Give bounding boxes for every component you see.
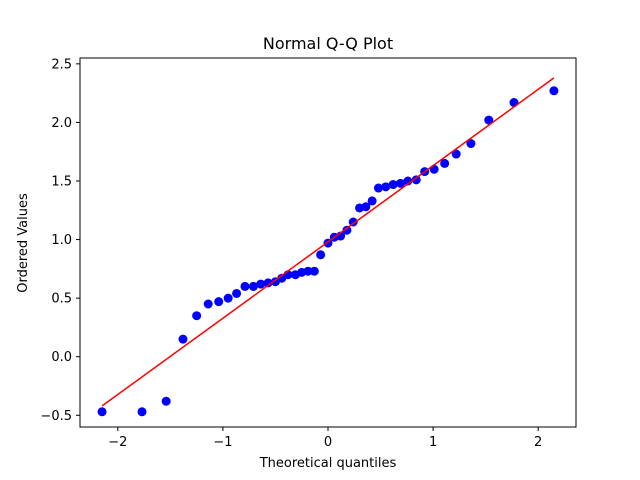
fit-line xyxy=(101,77,555,407)
data-point xyxy=(303,266,313,276)
y-axis-ticks: −0.5 0.0 0.5 1.0 1.5 2.0 2.5 xyxy=(40,57,80,424)
data-point xyxy=(466,139,476,149)
y-tick-label: 2.5 xyxy=(51,57,72,72)
data-point xyxy=(192,311,202,321)
data-point xyxy=(411,175,421,185)
y-tick-label: 1.0 xyxy=(51,233,72,248)
chart-title: Normal Q-Q Plot xyxy=(263,34,393,53)
data-point xyxy=(248,281,258,291)
data-point xyxy=(509,98,519,108)
y-tick-label: 1.5 xyxy=(51,175,72,190)
data-point xyxy=(396,178,406,188)
data-point xyxy=(178,334,188,344)
data-point xyxy=(440,158,450,168)
y-tick-label: 0.5 xyxy=(51,292,72,307)
x-axis-ticks: −2 −1 0 1 2 xyxy=(108,427,542,450)
x-tick-label: 2 xyxy=(534,435,542,450)
data-point xyxy=(263,278,273,288)
x-tick-label: 1 xyxy=(429,435,437,450)
data-point xyxy=(367,196,377,206)
y-tick-label: 2.0 xyxy=(51,116,72,131)
data-point xyxy=(137,407,147,417)
x-tick-label: 0 xyxy=(324,435,332,450)
data-point xyxy=(203,299,213,309)
data-point xyxy=(381,182,391,192)
data-point xyxy=(161,396,171,406)
fit-line-layer xyxy=(101,77,555,407)
data-point xyxy=(232,288,242,298)
data-point xyxy=(403,176,413,186)
data-point xyxy=(97,407,107,417)
y-tick-label: −0.5 xyxy=(40,409,72,424)
data-point xyxy=(256,279,266,289)
x-tick-label: −1 xyxy=(213,435,232,450)
data-point xyxy=(373,183,383,193)
data-point xyxy=(316,250,326,260)
data-point xyxy=(214,297,224,307)
y-tick-label: 0.0 xyxy=(51,350,72,365)
x-tick-label: −2 xyxy=(108,435,127,450)
data-point xyxy=(342,225,352,235)
data-point xyxy=(484,115,494,125)
data-point xyxy=(309,266,319,276)
data-points xyxy=(97,86,559,417)
data-point xyxy=(388,180,398,190)
data-point xyxy=(348,217,358,227)
data-point xyxy=(240,281,250,291)
data-point xyxy=(429,164,439,174)
data-point xyxy=(549,86,559,96)
data-point xyxy=(451,149,461,159)
data-point xyxy=(223,293,233,303)
y-axis-label: Ordered Values xyxy=(16,193,31,293)
data-point xyxy=(361,202,371,212)
x-axis-label: Theoretical quantiles xyxy=(259,456,397,471)
